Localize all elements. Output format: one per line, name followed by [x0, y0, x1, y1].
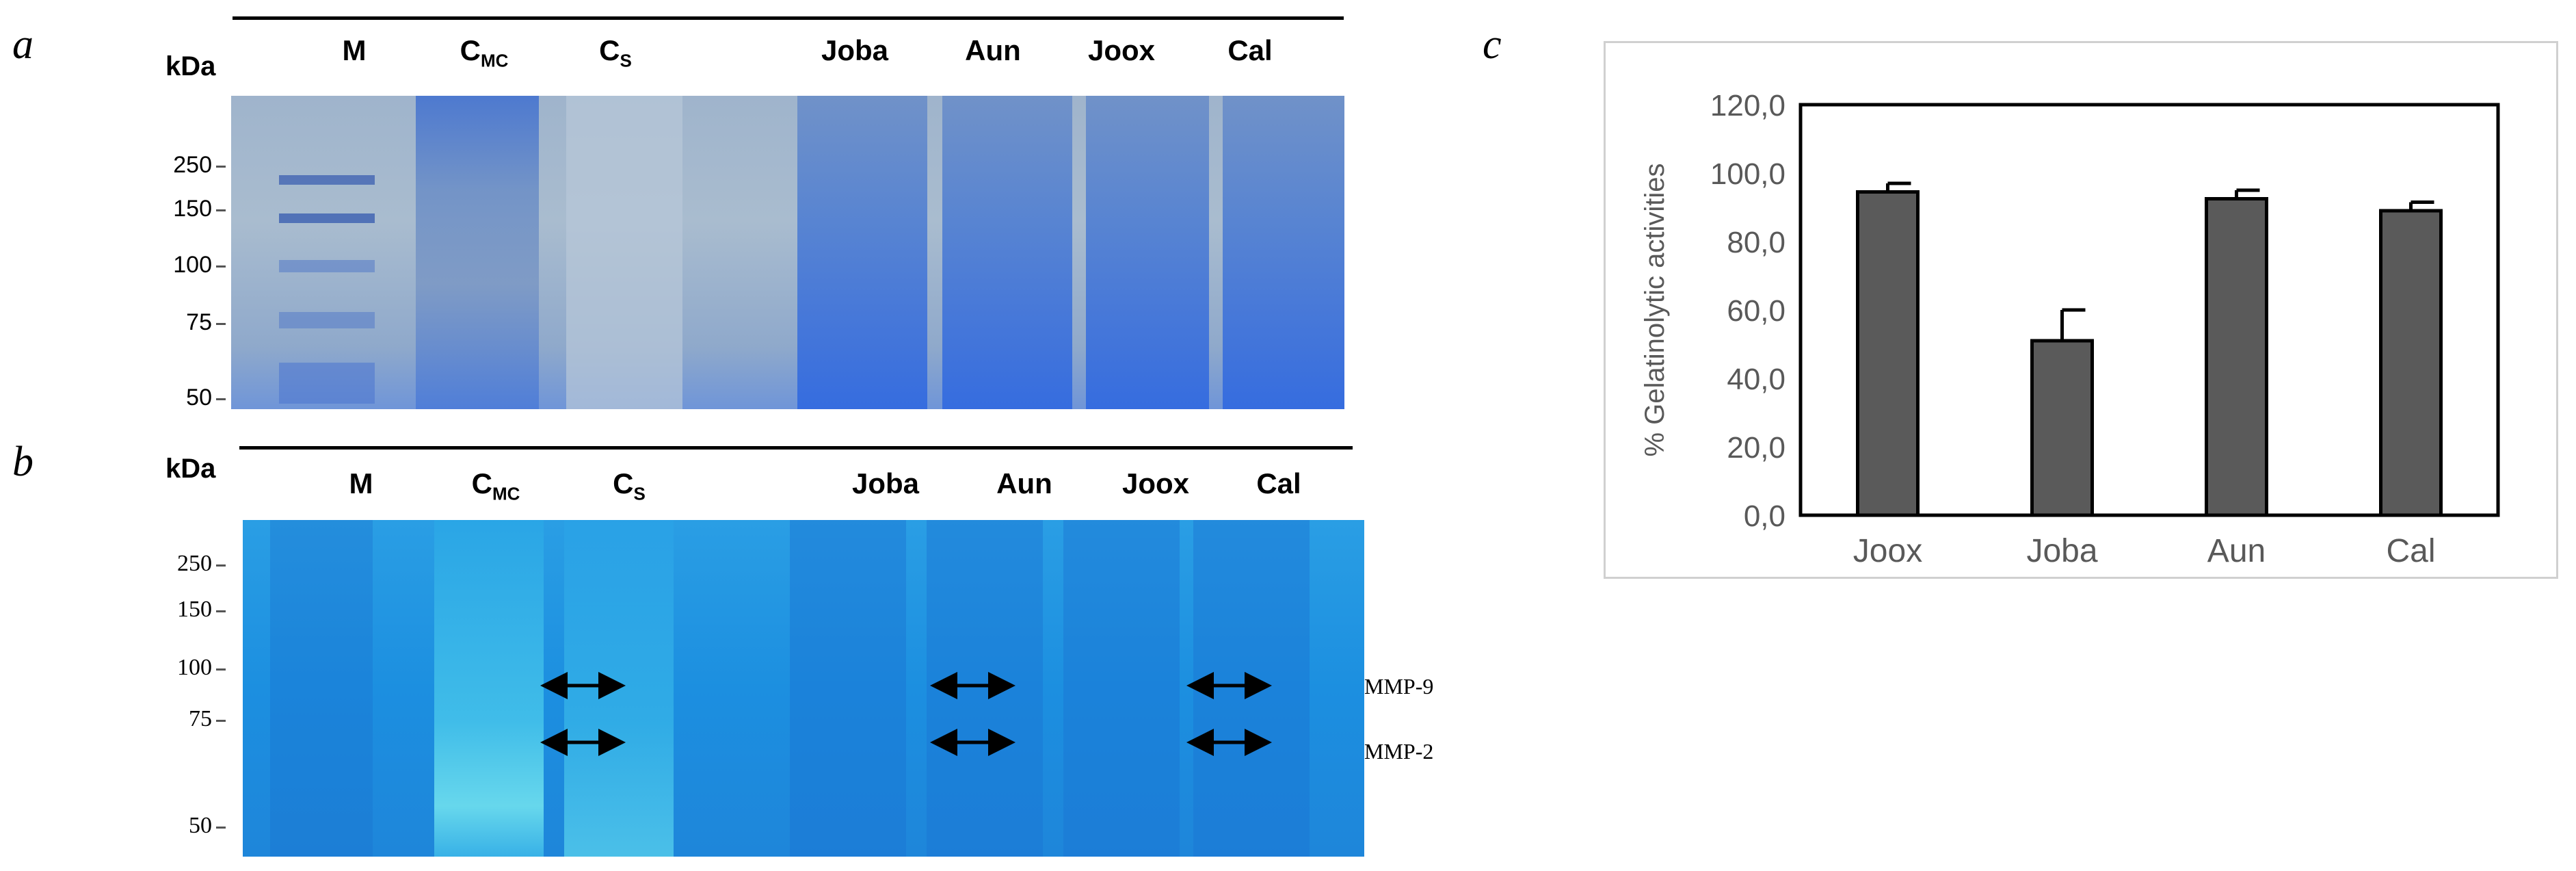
mmp2-label: MMP-2	[1364, 739, 1434, 764]
marker-label: 250	[173, 152, 212, 178]
gel-lane-marker	[270, 520, 373, 857]
y-tick-label: 60,0	[1727, 294, 1785, 328]
marker-label: 150	[177, 597, 212, 622]
marker-tick	[216, 668, 226, 671]
panel-a-lane-label: Joba	[821, 34, 889, 66]
gel-lane-joba	[790, 520, 906, 857]
panel-a-letter: a	[12, 21, 34, 68]
marker-tick	[216, 209, 226, 211]
panel-a-top-rule	[233, 16, 1344, 20]
marker-label: 50	[189, 813, 212, 838]
marker-label: 75	[186, 309, 212, 335]
panel-b-letter: b	[12, 439, 34, 485]
marker-tick	[216, 827, 226, 829]
x-tick-label: Joba	[2026, 533, 2097, 569]
panel-b-lane-label: M	[349, 467, 373, 499]
gel-lane-cs	[566, 96, 682, 409]
marker-tick	[216, 398, 226, 400]
panel-b-lane-label: Aun	[996, 467, 1052, 499]
x-tick-label: Cal	[2386, 533, 2435, 569]
gel-lane-joox	[1086, 96, 1209, 409]
panel-c-letter: c	[1483, 21, 1502, 68]
y-axis-label: % Gelatinolytic activities	[1640, 163, 1670, 456]
gel-lane-joox	[1063, 520, 1180, 857]
marker-label: 75	[189, 706, 212, 731]
marker-tick	[216, 323, 226, 325]
gel-lane-cmc	[416, 96, 539, 409]
y-tick-label: 100,0	[1710, 157, 1785, 191]
gel-lane-joba	[797, 96, 927, 409]
gel-lane-cmc	[434, 520, 544, 857]
panel-a-lane-label: CS	[599, 34, 632, 71]
marker-tick	[216, 720, 226, 722]
y-tick-label: 20,0	[1727, 431, 1785, 465]
x-tick-label: Aun	[2207, 533, 2266, 569]
panel-b-lane-label: Joba	[851, 467, 920, 499]
gel-lane-aun	[942, 96, 1072, 409]
panel-a-lane-label: CMC	[460, 34, 509, 71]
marker-label: 100	[173, 252, 212, 278]
plot-area-frame	[1798, 103, 2500, 517]
marker-label: 50	[186, 385, 212, 411]
panel-a-lane-label: Cal	[1227, 34, 1273, 66]
gel-lane-marker	[279, 96, 375, 409]
panel-a-gel-image	[231, 96, 1344, 409]
panel-b-gel-image	[243, 520, 1364, 857]
y-tick-label: 80,0	[1727, 226, 1785, 259]
y-tick-label: 0,0	[1744, 499, 1785, 533]
gelatinolytic-bar-chart: 0,0 20,0 40,0 60,0 80,0 100,0 120,0 % Gelatinol…	[1640, 89, 2500, 569]
marker-tick	[216, 265, 226, 268]
panel-a-lane-label: M	[342, 34, 367, 66]
panel-a-lane-label: Joox	[1087, 34, 1156, 66]
marker-label: 100	[177, 655, 212, 680]
bar-cal	[2379, 209, 2443, 517]
y-tick-label: 120,0	[1710, 89, 1785, 122]
mmp9-label: MMP-9	[1364, 674, 1434, 699]
bar-joox	[1856, 190, 1920, 517]
bar-joba	[2030, 339, 2094, 517]
x-tick-label: Joox	[1853, 533, 1922, 569]
marker-label: 150	[173, 196, 212, 222]
y-tick-label: 40,0	[1727, 363, 1785, 396]
marker-tick	[216, 610, 226, 612]
panel-b-lane-label: Cal	[1256, 467, 1301, 499]
panel-b-top-rule	[239, 446, 1353, 450]
panel-a-lane-label: Aun	[965, 34, 1021, 66]
panel-a-kda-label: kDa	[165, 51, 216, 81]
marker-label: 250	[177, 551, 212, 576]
panel-b-lane-label: Joox	[1121, 467, 1190, 499]
marker-tick	[216, 564, 226, 567]
panel-b-kda-label: kDa	[165, 454, 216, 484]
marker-tick	[216, 166, 226, 168]
gel-lane-cal	[1223, 96, 1344, 409]
panel-b-lane-label: CS	[613, 467, 646, 504]
chart-frame: 0,0 20,0 40,0 60,0 80,0 100,0 120,0 % Gelatinol…	[1604, 41, 2558, 579]
bar-aun	[2205, 197, 2268, 517]
panel-b-lane-label: CMC	[471, 467, 520, 504]
